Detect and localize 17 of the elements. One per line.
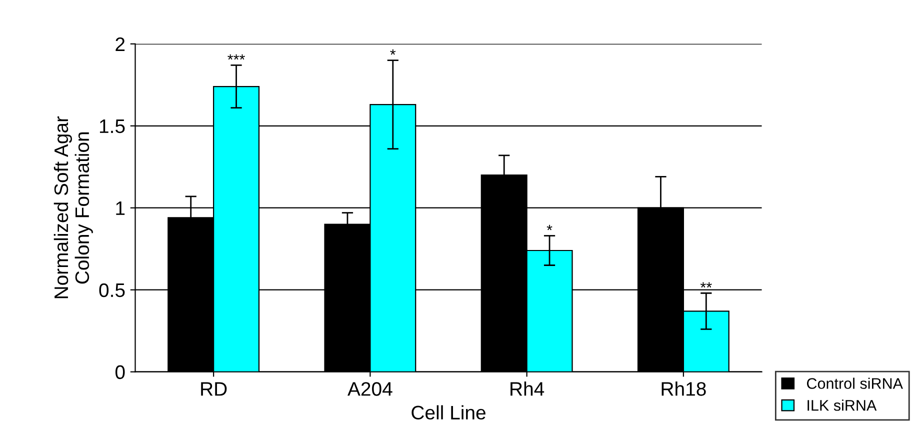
legend-label: Control siRNA: [806, 378, 903, 389]
x-tick-label: RD: [201, 382, 227, 396]
y-tick-label: 0: [115, 365, 125, 380]
y-axis-title: Normalized Soft Agar Colony Formation: [54, 116, 93, 298]
annotation: *: [546, 224, 552, 230]
x-tick-label: Rh4: [510, 382, 544, 396]
x-tick-label: A204: [348, 382, 392, 396]
annotation: *: [390, 49, 396, 55]
x-tick-label: Rh18: [662, 382, 706, 396]
y-tick-label: 1: [116, 202, 125, 215]
y-tick-label: 1.5: [100, 120, 125, 134]
y-tick-label: 0.5: [99, 283, 125, 298]
legend-label: ILK siRNA: [808, 400, 877, 411]
annotation: ***: [228, 54, 245, 60]
x-axis-title: Cell Line: [412, 405, 486, 420]
annotation: **: [700, 282, 712, 288]
y-tick-label: 2: [116, 37, 125, 51]
